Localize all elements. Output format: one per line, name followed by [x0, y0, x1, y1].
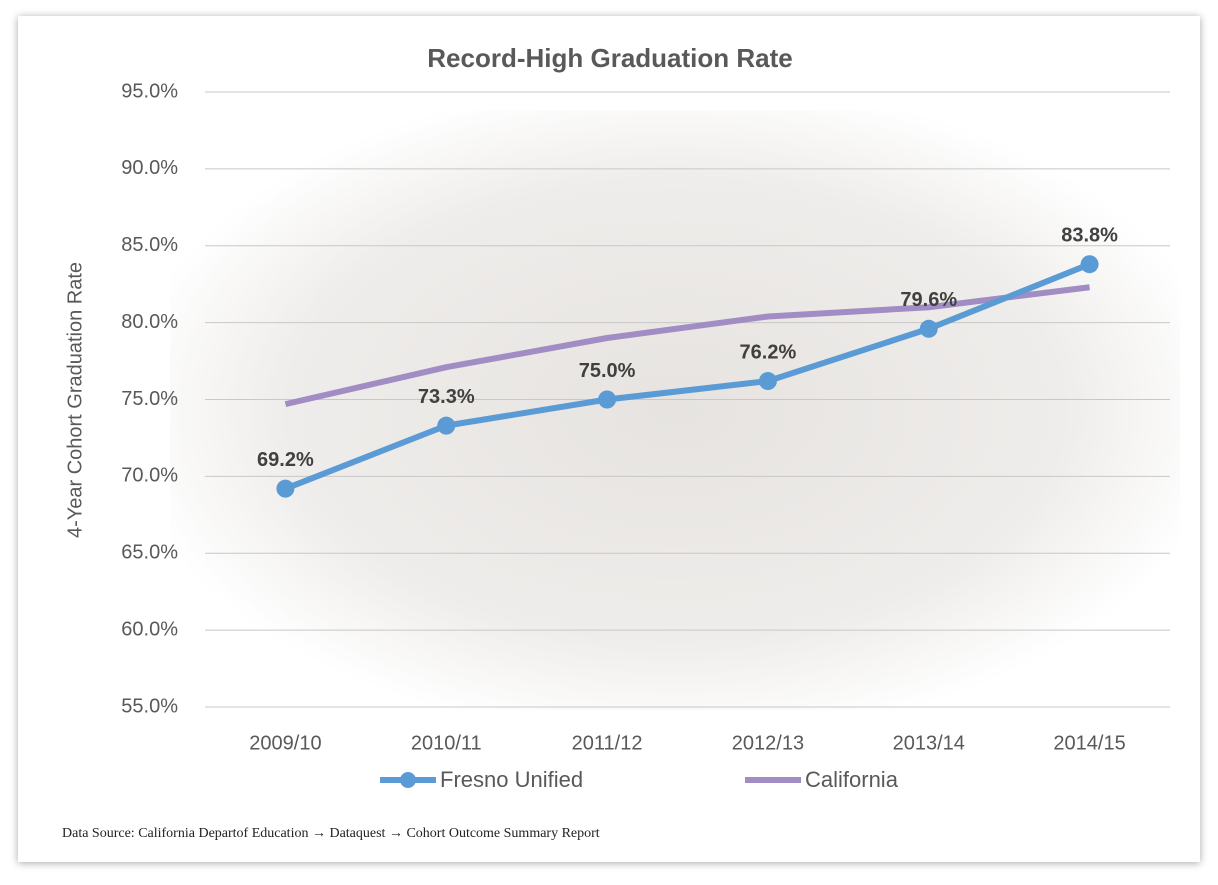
source: Data Source: California Departof Educati… — [62, 826, 600, 841]
y-tick-label: 85.0% — [121, 234, 178, 256]
point — [598, 390, 617, 409]
background — [170, 110, 1180, 710]
y-tick-label: 65.0% — [121, 542, 178, 564]
x-tick-label: 2012/13 — [732, 732, 804, 754]
y-tick-label: 90.0% — [121, 157, 178, 179]
point — [758, 372, 777, 391]
y-tick-label: 55.0% — [121, 695, 178, 717]
y-tick-label: 60.0% — [121, 618, 178, 640]
point — [1080, 255, 1099, 274]
chart-title: Record-High Graduation Rate — [427, 43, 792, 73]
series-line — [284, 284, 1090, 408]
x-tick-label: 2013/14 — [893, 732, 965, 754]
legend-label: California — [805, 767, 899, 792]
data-label: 73.3% — [418, 386, 475, 408]
point — [276, 479, 295, 498]
data-label: 79.6% — [900, 289, 957, 311]
data-label: 76.2% — [740, 341, 797, 363]
point — [437, 416, 456, 435]
y-tick-label: 95.0% — [121, 80, 178, 102]
y-axis-label: 4-Year Cohort Graduation Rate — [64, 262, 86, 538]
y-tick-label: 70.0% — [121, 465, 178, 487]
data-label: 69.2% — [257, 449, 314, 471]
point — [919, 319, 938, 338]
data-label: 75.0% — [579, 360, 636, 382]
series-line — [284, 261, 1091, 492]
legend-label: Fresno Unified — [440, 767, 583, 792]
x-tick-label: 2009/10 — [249, 732, 321, 754]
data-label: 83.8% — [1061, 224, 1118, 246]
y-tick-label: 75.0% — [121, 388, 178, 410]
y-tick-label: 80.0% — [121, 311, 178, 333]
x-tick-label: 2014/15 — [1053, 732, 1125, 754]
x-tick-label: 2011/12 — [572, 732, 643, 754]
x-tick-label: 2010/11 — [411, 732, 482, 754]
legend-marker — [400, 772, 416, 788]
